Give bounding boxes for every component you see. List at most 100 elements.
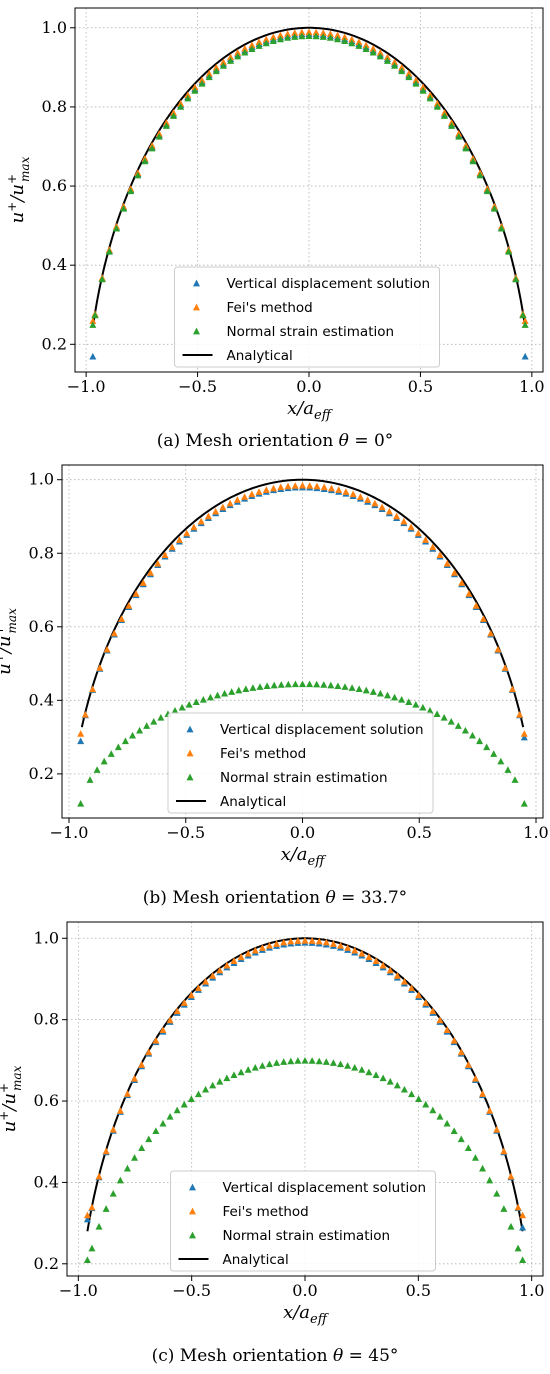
data-point — [383, 53, 391, 61]
data-point — [145, 1048, 153, 1056]
x-axis-label: x/aeff — [281, 844, 328, 869]
data-point — [116, 1176, 124, 1184]
data-point — [415, 991, 423, 999]
data-point — [351, 946, 359, 954]
data-point — [493, 1189, 501, 1197]
chart-panel-a: −1.0 −0.5 0.0 0.5 1.0 0.2 0.4 0.6 0.8 1.0 x/aeff u+… — [5, 7, 545, 423]
data-point — [112, 224, 120, 232]
data-point — [426, 707, 434, 714]
data-point — [393, 1081, 401, 1089]
data-point — [251, 1063, 259, 1071]
data-point — [143, 722, 151, 729]
data-point — [378, 503, 386, 511]
data-point — [443, 1119, 451, 1127]
data-point — [197, 517, 205, 525]
data-point — [194, 984, 202, 992]
data-point — [407, 523, 415, 531]
x-tick-label: 1.0 — [519, 1281, 544, 1300]
data-point — [326, 34, 334, 41]
data-point — [242, 685, 250, 693]
data-point — [497, 757, 505, 765]
data-point — [136, 726, 144, 734]
data-point — [337, 1060, 345, 1068]
data-point — [514, 1203, 522, 1211]
data-point — [241, 45, 249, 52]
y-tick-label: 0.4 — [42, 255, 67, 274]
data-point — [298, 32, 306, 40]
data-point — [519, 1223, 527, 1231]
data-point — [379, 961, 387, 969]
data-point — [89, 352, 97, 360]
data-point — [312, 32, 320, 40]
data-point — [521, 317, 529, 324]
data-point — [191, 83, 199, 91]
data-point — [443, 1026, 451, 1033]
data-point — [107, 750, 115, 757]
data-point — [412, 79, 420, 87]
data-point — [348, 35, 356, 43]
data-point — [355, 685, 363, 693]
data-point — [116, 1107, 124, 1114]
data-point — [219, 503, 227, 511]
data-point — [202, 978, 210, 985]
chart-panel-c: −1.0 −0.5 0.0 0.5 1.0 0.2 0.4 0.6 0.8 1.0 x/aeff u+… — [0, 921, 544, 1327]
data-point — [234, 49, 242, 56]
data-point — [490, 750, 498, 757]
y-tick-label: 0.8 — [29, 543, 54, 562]
x-axis-label: x/aeff — [287, 398, 334, 423]
data-point — [465, 590, 473, 597]
data-point — [139, 579, 147, 586]
y-tick-label: 0.4 — [29, 690, 54, 709]
y-tick-label: 0.6 — [29, 617, 54, 636]
data-point — [102, 1147, 110, 1155]
data-point — [365, 953, 373, 961]
data-point — [248, 45, 256, 52]
data-point — [461, 726, 469, 734]
data-point — [146, 569, 154, 576]
data-point — [493, 1125, 501, 1133]
data-point — [364, 496, 372, 503]
series-normal — [77, 680, 528, 807]
data-point — [114, 743, 122, 751]
data-point — [479, 1164, 487, 1172]
data-point — [262, 35, 270, 43]
data-point — [400, 978, 408, 985]
x-tick-label: 0.0 — [292, 1281, 317, 1300]
data-point — [258, 1062, 266, 1069]
data-point — [277, 681, 285, 688]
data-point — [216, 1077, 224, 1085]
data-point — [209, 972, 217, 979]
data-point — [372, 1071, 380, 1079]
data-point — [433, 103, 441, 110]
x-tick-label: −1.0 — [59, 1281, 98, 1300]
data-point — [507, 1172, 515, 1180]
data-point — [398, 695, 406, 703]
data-point — [168, 543, 176, 551]
data-point — [89, 685, 97, 693]
data-point — [429, 543, 437, 551]
data-point — [472, 602, 480, 609]
data-point — [204, 512, 212, 520]
data-point — [123, 1164, 131, 1172]
data-point — [173, 1106, 181, 1114]
data-point — [219, 58, 227, 66]
data-point — [348, 39, 356, 47]
data-point — [155, 132, 163, 140]
x-tick-label: 0.5 — [407, 823, 432, 842]
data-point — [270, 681, 278, 689]
data-point — [177, 103, 185, 110]
data-point — [422, 536, 430, 543]
data-point — [433, 710, 441, 718]
data-point — [301, 936, 309, 944]
analytical-line — [91, 26, 527, 328]
data-point — [369, 48, 377, 56]
data-point — [405, 73, 413, 81]
data-point — [141, 157, 149, 165]
data-point — [408, 1090, 416, 1098]
data-point — [100, 757, 108, 765]
data-point — [276, 31, 284, 39]
data-point — [319, 29, 327, 36]
data-point — [205, 73, 213, 81]
legend-marker — [186, 725, 194, 733]
legend-label: Fei's method — [227, 300, 313, 316]
